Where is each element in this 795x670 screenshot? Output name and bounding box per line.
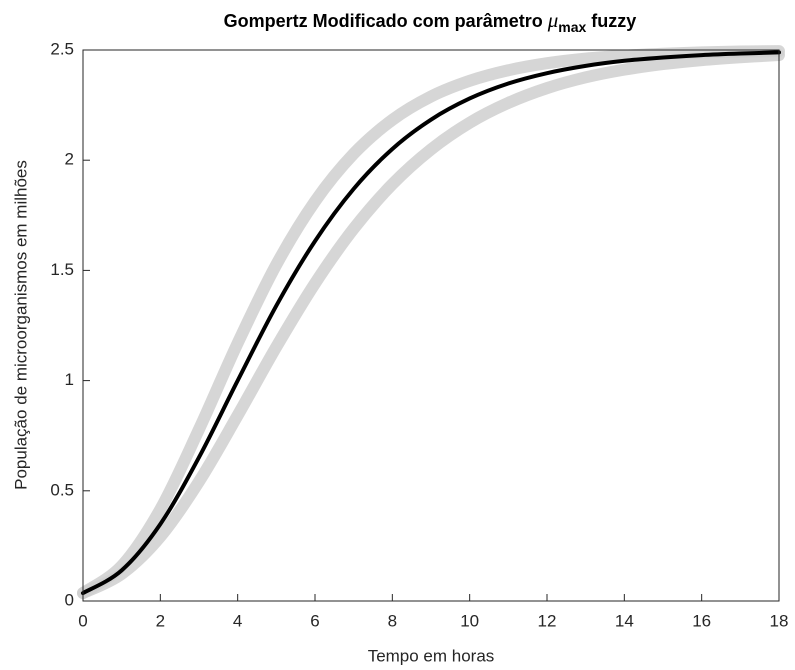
y-tick-label: 2 <box>65 150 74 169</box>
x-tick-label: 18 <box>770 611 789 630</box>
plot-area <box>77 45 785 600</box>
x-axis-label: Tempo em horas <box>368 646 495 665</box>
axes-box <box>82 49 780 602</box>
x-tick-label: 2 <box>156 611 165 630</box>
chart-title: Gompertz Modificado com parâmetro μmax f… <box>224 8 637 35</box>
x-tick-label: 0 <box>78 611 87 630</box>
y-tick-label: 0.5 <box>50 480 74 499</box>
y-tick-label: 0 <box>65 590 74 609</box>
x-tick-label: 6 <box>310 611 319 630</box>
title-text: Gompertz Modificado com parâmetro <box>224 11 548 31</box>
x-tick-label: 8 <box>388 611 397 630</box>
y-tick-label: 1 <box>65 370 74 389</box>
series-line <box>77 49 785 600</box>
x-tick-label: 14 <box>615 611 634 630</box>
title-subscript: max <box>558 19 586 35</box>
x-tick-label: 16 <box>692 611 711 630</box>
series-line <box>77 45 785 600</box>
title-suffix: fuzzy <box>586 11 636 31</box>
title-symbol: μ <box>547 8 559 32</box>
y-tick-label: 1.5 <box>50 260 74 279</box>
y-axis-label: População de microorganismos em milhões <box>11 160 30 490</box>
x-tick-label: 4 <box>233 611 242 630</box>
y-tick-label: 2.5 <box>50 39 74 58</box>
series-line <box>81 50 781 596</box>
x-tick-label: 10 <box>460 611 479 630</box>
x-tick-label: 12 <box>538 611 557 630</box>
